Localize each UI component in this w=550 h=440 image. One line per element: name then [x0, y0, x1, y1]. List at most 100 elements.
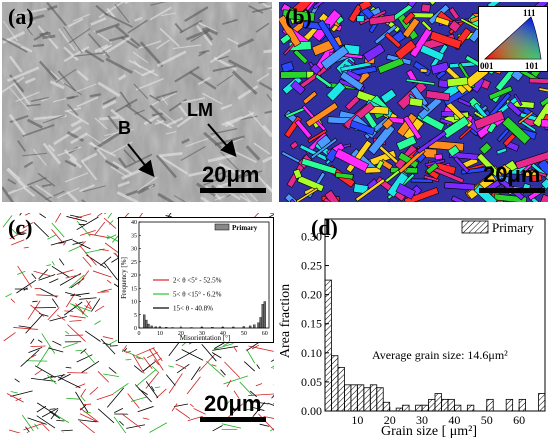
sem-texture-streak: [134, 16, 143, 22]
sem-texture-streak: [69, 157, 83, 169]
sem-texture-streak: [105, 57, 133, 74]
sem-texture-streak: [128, 59, 159, 77]
sem-texture-streak: [180, 146, 206, 161]
boundary-segment: [171, 403, 178, 412]
boundary-segment: [51, 265, 70, 278]
boundary-segment: [38, 274, 56, 281]
ipf-grain: [541, 113, 548, 131]
sem-texture-streak: [39, 31, 51, 36]
boundary-segment: [246, 348, 256, 364]
boundary-segment: [259, 423, 270, 427]
sem-texture-streak: [102, 96, 117, 105]
inset-bar: [143, 314, 146, 329]
sem-texture-streak: [20, 45, 33, 53]
boundary-segment: [136, 369, 157, 386]
boundary-segment: [84, 305, 92, 310]
boundary-segment: [56, 269, 74, 275]
sem-texture-streak: [174, 22, 184, 33]
sem-texture-streak: [135, 77, 164, 91]
inset-ytick-label: 20: [131, 273, 137, 279]
annotation-b: B: [118, 118, 131, 138]
ipf-grain: [498, 164, 511, 177]
boundary-segment: [65, 274, 81, 279]
sem-texture-streak: [203, 131, 223, 150]
grain-size-bar: [350, 384, 358, 412]
sem-texture-streak: [228, 59, 253, 75]
inset-bar: [257, 322, 260, 329]
boundary-segment: [25, 314, 43, 334]
boundary-segment: [76, 220, 91, 237]
sem-texture-streak: [82, 185, 106, 193]
boundary-segment: [206, 360, 225, 378]
boundary-segment: [47, 307, 60, 321]
inset-ytick-label: 35: [131, 233, 137, 239]
boundary-segment: [89, 233, 110, 239]
sem-texture-streak: [217, 55, 229, 61]
sem-texture-streak: [160, 12, 176, 17]
boundary-segment: [138, 388, 148, 395]
boundary-segment: [47, 234, 57, 240]
sem-texture-streak: [95, 22, 120, 34]
boundary-segment: [75, 391, 89, 413]
boundary-segment: [65, 291, 82, 297]
sem-texture-streak: [70, 119, 83, 128]
sem-texture-streak: [248, 110, 272, 138]
sem-texture-streak: [2, 37, 28, 53]
ipf-grain: [444, 181, 475, 191]
boundary-segment: [51, 260, 55, 266]
sem-texture-streak: [255, 22, 270, 33]
sem-texture-streak: [7, 178, 17, 185]
sem-texture-streak: [70, 132, 88, 145]
grain-size-bar: [382, 401, 391, 412]
sem-texture-streak: [123, 149, 136, 163]
ipf-grain: [412, 12, 434, 19]
ipf-grain: [367, 123, 396, 156]
sem-texture-streak: [212, 65, 237, 72]
ipf-grain: [425, 90, 451, 102]
boundary-segment: [83, 403, 92, 406]
ipf-grain: [540, 119, 548, 129]
sem-texture-streak: [14, 7, 47, 17]
boundary-segment: [77, 419, 97, 423]
boundary-segment: [49, 411, 61, 419]
ipf-triangle: 111 001 101: [480, 8, 542, 71]
boundary-segment: [99, 249, 109, 251]
x-tick-label: 10: [351, 413, 363, 427]
boundary-segment: [11, 229, 19, 236]
sem-texture-streak: [172, 44, 202, 50]
annotation-lm: LM: [187, 100, 213, 120]
sem-texture-streak: [216, 74, 234, 87]
boundary-segment: [80, 388, 87, 397]
ipf-grain: [283, 43, 295, 56]
sem-texture-streak: [157, 192, 175, 202]
ipf-grain: [289, 140, 299, 150]
boundary-segment: [103, 373, 120, 377]
x-tick-label: 40: [448, 413, 460, 427]
boundary-segment: [5, 293, 13, 298]
sem-texture-streak: [6, 66, 40, 83]
boundary-segment: [132, 354, 145, 374]
panel-a-label: (a): [8, 4, 34, 29]
ipf-grain: [439, 118, 453, 126]
ipf-grain: [419, 68, 428, 73]
sem-texture-streak: [218, 162, 241, 176]
sem-texture-streak: [262, 155, 272, 163]
boundary-segment: [251, 344, 260, 350]
boundary-segment: [79, 407, 99, 423]
sem-texture-streak: [173, 195, 187, 202]
boundary-segment: [125, 350, 132, 354]
inset-ylabel: Frequency [%]: [120, 257, 128, 299]
ipf-grain: [384, 31, 402, 49]
boundary-segment: [224, 400, 231, 408]
boundary-segment: [100, 338, 116, 355]
inset-xlabel: Misorientation [°]: [180, 334, 230, 342]
grain-size-bar: [486, 398, 494, 412]
boundary-segment: [49, 408, 56, 410]
ipf-grain: [461, 166, 493, 175]
sem-texture-streak: [236, 170, 263, 180]
ipf-grain: [334, 148, 370, 173]
ipf-grain: [294, 119, 313, 139]
x-tick-label: 30: [416, 413, 428, 427]
sem-texture-streak: [149, 104, 167, 122]
boundary-segment: [212, 425, 223, 432]
